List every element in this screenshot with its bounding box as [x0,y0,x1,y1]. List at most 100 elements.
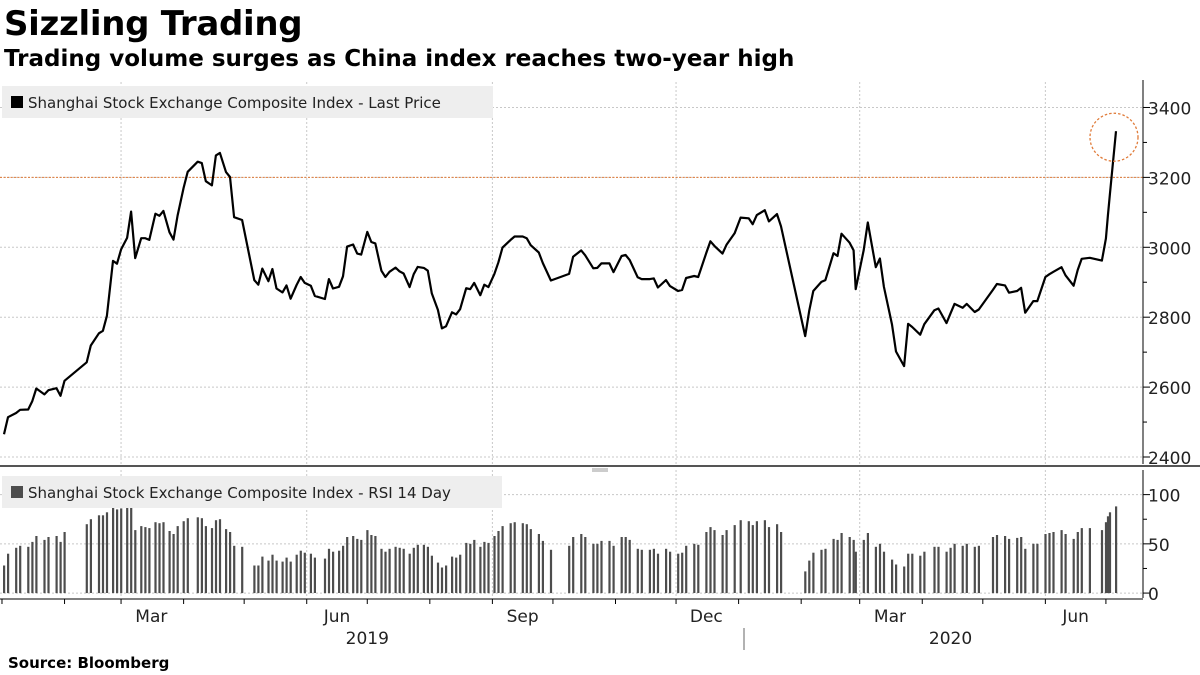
rsi-bar [709,527,712,594]
rsi-tick-label: 0 [1148,585,1159,605]
rsi-bar [911,553,914,594]
rsi-bar [1064,534,1067,594]
rsi-bar [848,537,851,594]
rsi-bar [1072,538,1075,594]
rsi-bar [370,535,373,594]
rsi-bar [1044,534,1047,594]
rsi-bar [693,543,696,593]
rsi-bar [134,530,137,594]
rsi-bar [158,523,161,594]
rsi-bar [824,548,827,594]
source-note: Source: Bloomberg [8,654,170,672]
rsi-bar [739,520,742,594]
x-month-label: Mar [135,607,167,627]
rsi-bar [1108,512,1112,593]
x-month-label: Jun [1061,607,1089,627]
rsi-legend-box [2,476,502,508]
rsi-bar [196,517,199,594]
rsi-bar [455,557,458,593]
rsi-bar [465,542,468,594]
price-tick-label: 2400 [1148,449,1191,469]
rsi-bar [487,542,490,594]
rsi-bar [168,531,171,593]
rsi-bar [776,524,779,594]
rsi-bar [705,532,708,593]
rsi-bar [225,529,228,594]
rsi-bar [218,519,222,593]
rsi-bar [55,536,58,594]
rsi-bar [584,537,587,594]
rsi-bar [116,509,119,594]
rsi-bar [1060,530,1063,594]
rsi-bar [267,560,270,594]
rsi-bar [299,550,302,593]
price-tick-label: 2800 [1148,309,1191,329]
x-year-label: 2020 [929,629,972,649]
rsi-bar [953,543,956,593]
rsi-bar [836,539,839,594]
rsi-bar [430,555,433,594]
rsi-bar [751,525,754,593]
rsi-bar [628,539,631,594]
rsi-legend-swatch [11,486,23,498]
rsi-bar [1048,533,1051,594]
rsi-bar [436,562,440,594]
rsi-bar [483,541,486,594]
rsi-bar [271,554,274,594]
rsi-bar [973,546,976,594]
rsi-bar [352,536,355,594]
rsi-bar [204,526,207,594]
rsi-bar [620,537,623,594]
price-legend-label: Shanghai Stock Exchange Composite Index … [28,94,441,112]
rsi-bar [919,555,922,594]
chart-title: Sizzling Trading [4,4,303,44]
rsi-bar [669,551,672,594]
rsi-bar [422,544,425,593]
rsi-bar [332,551,335,594]
rsi-bar [1024,548,1027,594]
x-month-label: Jun [323,607,351,627]
rsi-bar [541,540,544,594]
rsi-bar [509,523,512,594]
rsi-bar [725,530,728,594]
rsi-bar [697,544,700,593]
price-tick-label: 3400 [1148,99,1191,119]
rsi-bar [281,561,284,594]
rsi-bar [112,506,115,593]
rsi-bar [172,534,175,594]
price-tick-label: 3000 [1148,239,1191,259]
rsi-bar [592,543,595,593]
price-tick-label: 3200 [1148,169,1191,189]
rsi-bar [903,566,906,594]
rsi-bar [1004,536,1007,594]
rsi-bar [176,526,179,594]
axes: 2400 2600 2800 3000 3200 3400 0 50 100 Mar Jun Sep D… [0,80,1200,650]
rsi-bar [3,565,6,594]
rsi-bar [977,545,980,594]
rsi-bar [1115,506,1118,593]
rsi-bar [144,527,147,594]
price-line [2,131,1118,435]
rsi-bar [366,530,369,594]
rsi-bars [3,506,1118,594]
rsi-bar [501,526,504,594]
rsi-bar [640,549,643,594]
rsi-bar [1088,528,1091,594]
rsi-bar [380,548,383,594]
rsi-bar [85,524,88,594]
x-month-label: Sep [507,607,539,627]
x-month-label: Mar [874,607,906,627]
rsi-bar [521,523,524,594]
rsi-bar [656,553,660,594]
rsi-bar [755,521,758,594]
rsi-bar [665,548,668,594]
rsi-bar [162,522,165,594]
rsi-bar [416,544,419,593]
rsi-bar [126,507,129,594]
rsi-bar [257,565,260,594]
rsi-bar [15,547,18,594]
rsi-bar [882,551,886,594]
rsi-bar [537,534,540,594]
rsi-bar [965,543,968,593]
